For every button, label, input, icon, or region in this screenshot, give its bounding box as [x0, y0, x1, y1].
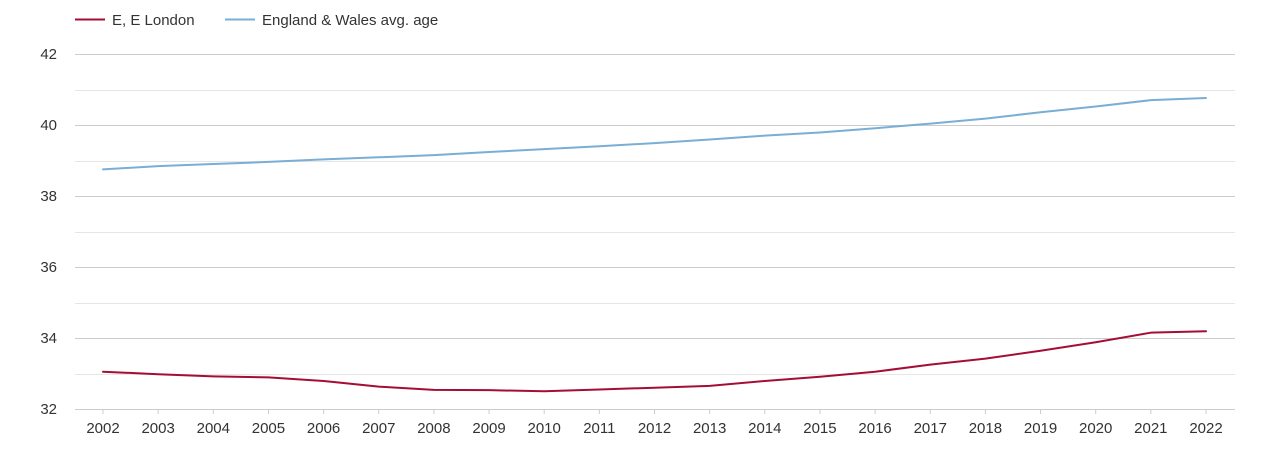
- series-1-point-2020: [1093, 339, 1099, 345]
- x-axis: 2002 2003 2004 2005 2006 2007 2008 2009 2010 2011…: [86, 409, 1223, 437]
- x-tick-label: 2005: [252, 420, 285, 437]
- series-1-point-2014: [762, 378, 768, 384]
- series-1-point-2008: [431, 387, 437, 393]
- series-1-point-2016: [872, 369, 878, 375]
- series-1-point-2013: [707, 383, 713, 389]
- series-1-point-2007: [376, 384, 382, 390]
- series-2-point-2015: [817, 129, 823, 135]
- series-1-point-2019: [1038, 348, 1044, 354]
- series-2-point-2013: [707, 137, 713, 143]
- x-tick-label: 2016: [858, 420, 891, 437]
- x-tick-label: 2002: [86, 420, 119, 437]
- x-tick-label: 2006: [307, 420, 340, 437]
- x-tick-label: 2008: [417, 420, 450, 437]
- series-2-point-2006: [321, 156, 327, 162]
- series-1-point-2011: [596, 386, 602, 392]
- series-1-point-2010: [541, 388, 547, 394]
- y-tick-label: 32: [40, 401, 57, 418]
- series-2-point-2005: [265, 159, 271, 165]
- series-1-point-2005: [265, 374, 271, 380]
- series-1-point-2012: [652, 385, 658, 391]
- series-layer: [100, 95, 1209, 394]
- series-1-point-2009: [486, 387, 492, 393]
- series-1-point-2022: [1203, 328, 1209, 334]
- y-tick-label: 42: [40, 46, 57, 63]
- y-axis: 32 34 36 38 40 42: [40, 46, 57, 418]
- series-2-point-2008: [431, 152, 437, 158]
- x-tick-label: 2013: [693, 420, 726, 437]
- series-1: [100, 328, 1209, 394]
- series-1-point-2006: [321, 378, 327, 384]
- x-tick-label: 2021: [1134, 420, 1167, 437]
- series-1-point-2004: [210, 373, 216, 379]
- series-2-point-2017: [927, 121, 933, 127]
- y-tick-label: 34: [40, 330, 57, 347]
- series-2: [100, 95, 1209, 172]
- y-tick-label: 38: [40, 188, 57, 205]
- series-2-point-2020: [1093, 104, 1099, 110]
- legend-label: E, E London: [112, 12, 195, 29]
- series-1-point-2002: [100, 369, 106, 375]
- x-tick-label: 2018: [969, 420, 1002, 437]
- series-2-point-2010: [541, 146, 547, 152]
- series-2-point-2014: [762, 133, 768, 139]
- legend: E, E London England & Wales avg. age: [75, 12, 438, 29]
- x-tick-label: 2009: [472, 420, 505, 437]
- series-2-point-2022: [1203, 95, 1209, 101]
- x-tick-label: 2007: [362, 420, 395, 437]
- legend-item-1[interactable]: E, E London: [75, 12, 195, 29]
- series-1-point-2015: [817, 374, 823, 380]
- series-1-point-2003: [155, 371, 161, 377]
- series-1-point-2021: [1148, 330, 1154, 336]
- series-2-point-2011: [596, 143, 602, 149]
- series-2-point-2018: [982, 116, 988, 122]
- x-tick-label: 2019: [1024, 420, 1057, 437]
- x-tick-label: 2017: [914, 420, 947, 437]
- series-2-line: [102, 97, 1207, 171]
- x-tick-label: 2012: [638, 420, 671, 437]
- series-2-point-2012: [652, 140, 658, 146]
- series-2-point-2003: [155, 163, 161, 169]
- x-tick-label: 2014: [748, 420, 781, 437]
- series-2-point-2016: [872, 125, 878, 131]
- series-2-point-2007: [376, 154, 382, 160]
- x-tick-label: 2004: [197, 420, 230, 437]
- y-tick-label: 36: [40, 259, 57, 276]
- legend-item-2[interactable]: England & Wales avg. age: [225, 12, 438, 29]
- x-tick-label: 2015: [803, 420, 836, 437]
- series-2-point-2021: [1148, 97, 1154, 103]
- series-2-point-2002: [100, 166, 106, 172]
- y-tick-label: 40: [40, 117, 57, 134]
- series-1-point-2017: [927, 362, 933, 368]
- x-tick-label: 2022: [1189, 420, 1222, 437]
- legend-label: England & Wales avg. age: [262, 12, 438, 29]
- x-tick-label: 2003: [141, 420, 174, 437]
- series-2-point-2004: [210, 161, 216, 167]
- x-tick-label: 2011: [583, 420, 615, 437]
- x-tick-label: 2020: [1079, 420, 1112, 437]
- grid-layer: [75, 54, 1235, 410]
- x-tick-label: 2010: [528, 420, 561, 437]
- series-2-point-2009: [486, 149, 492, 155]
- series-1-line: [102, 330, 1207, 393]
- series-1-point-2018: [982, 356, 988, 362]
- series-2-point-2019: [1038, 109, 1044, 115]
